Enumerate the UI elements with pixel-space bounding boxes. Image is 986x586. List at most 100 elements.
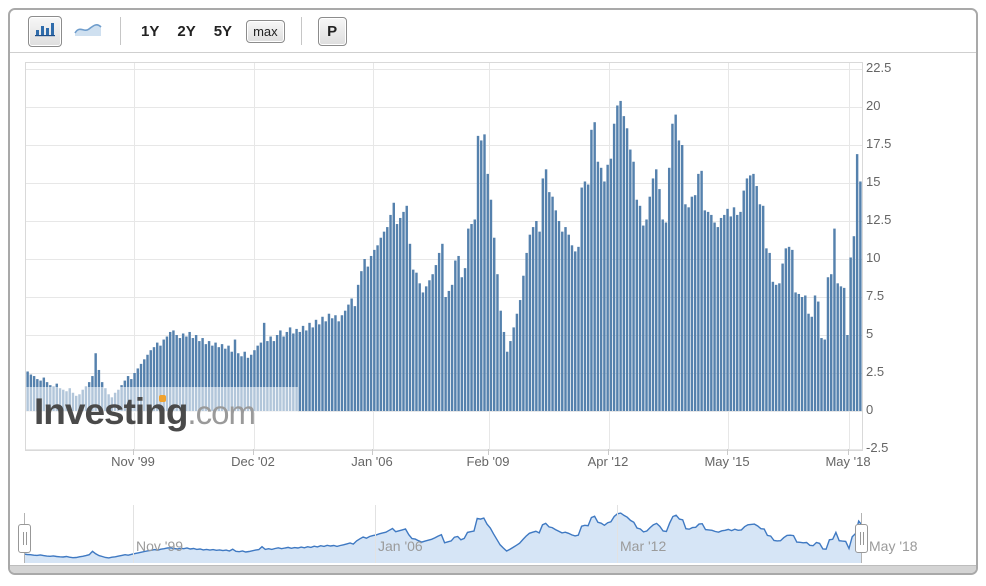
grid-line-y [26,183,862,184]
bar [463,268,467,411]
bar [467,228,470,411]
watermark-orange-dot [159,395,166,402]
range-button-5y[interactable]: 5Y [213,22,233,40]
bar [512,327,515,411]
toolbar-separator [120,17,121,45]
horizontal-scrollbar[interactable] [10,565,976,573]
grid-line-y [26,297,862,298]
bar [742,190,745,411]
y-axis-label: 0 [866,402,874,417]
bar [583,181,587,411]
bar [437,252,441,411]
bar [755,186,758,411]
bar [156,342,159,411]
bar [363,259,366,411]
bar [849,257,852,411]
bar [298,331,302,411]
x-axis-label: Feb '09 [466,454,510,469]
bar [690,196,694,411]
bar [249,354,253,411]
bar [622,116,626,411]
bar [804,295,807,411]
range-button-max[interactable]: max [246,19,285,43]
range-button-2y[interactable]: 2Y [177,22,196,40]
bar [444,297,447,411]
bar [635,199,639,411]
bar [574,251,577,411]
line-chart-type-button[interactable] [72,17,104,46]
bar [596,161,600,411]
bar [233,339,237,411]
bar [509,341,512,411]
bar [486,173,489,411]
grip-icon[interactable] [18,524,31,553]
bar [470,224,473,411]
bar [570,245,574,411]
bar [515,313,519,411]
bar [424,286,428,411]
bar-chart-type-button[interactable] [28,15,62,47]
bar [489,199,493,411]
y-axis-label: 5 [866,326,874,341]
bar [823,339,826,411]
bar [697,173,700,411]
navigator-label: May '18 [869,538,918,554]
bar [839,286,843,411]
bar [700,170,703,411]
bar [522,275,525,411]
x-axis-tick [848,449,849,455]
bar [726,208,729,411]
bar [518,300,522,411]
main-chart-plot[interactable]: Investing.com [25,62,863,451]
bar [421,292,425,411]
bar [185,336,188,411]
bar [295,328,298,411]
bar [194,335,198,411]
bar [386,227,389,411]
bar [395,224,399,411]
bar [143,359,146,411]
bar [207,341,211,411]
navigator-label: Jan '06 [378,538,423,554]
bar [833,228,836,411]
grid-line-y [26,373,862,374]
bar [353,306,357,411]
bar [599,167,603,411]
bar [318,324,321,411]
y-axis-label: 22.5 [866,60,892,75]
bar [343,310,347,411]
navigator-left-handle[interactable] [18,505,31,563]
bar [311,327,314,411]
bar [745,178,749,411]
bar [340,315,344,411]
navigator[interactable]: Nov '99 Jan '06 Mar '12 May '18 [18,505,918,563]
grid-line-y [26,335,862,336]
grip-icon[interactable] [855,524,868,553]
bar [658,189,661,411]
bar [369,255,373,411]
navigator-right-handle[interactable] [855,505,868,563]
bar [706,211,710,411]
y-axis-label: 15 [866,174,881,189]
bar [305,330,308,411]
bar [557,221,561,411]
watermark-logo: Investing.com [34,393,256,430]
bar [830,274,833,411]
range-button-1y[interactable]: 1Y [141,22,160,40]
bar [836,283,839,411]
bar [677,140,681,411]
bar [716,227,720,411]
bar [191,338,195,411]
bar [288,327,292,411]
bar [781,263,784,411]
bar [214,342,217,411]
x-axis-label: Apr '12 [587,454,629,469]
bars-layer[interactable] [26,63,862,412]
bar [168,331,172,411]
bar [661,219,664,411]
bar [499,310,502,411]
p-button[interactable]: P [317,16,347,46]
bar [797,293,801,411]
grid-line-x [609,63,610,450]
